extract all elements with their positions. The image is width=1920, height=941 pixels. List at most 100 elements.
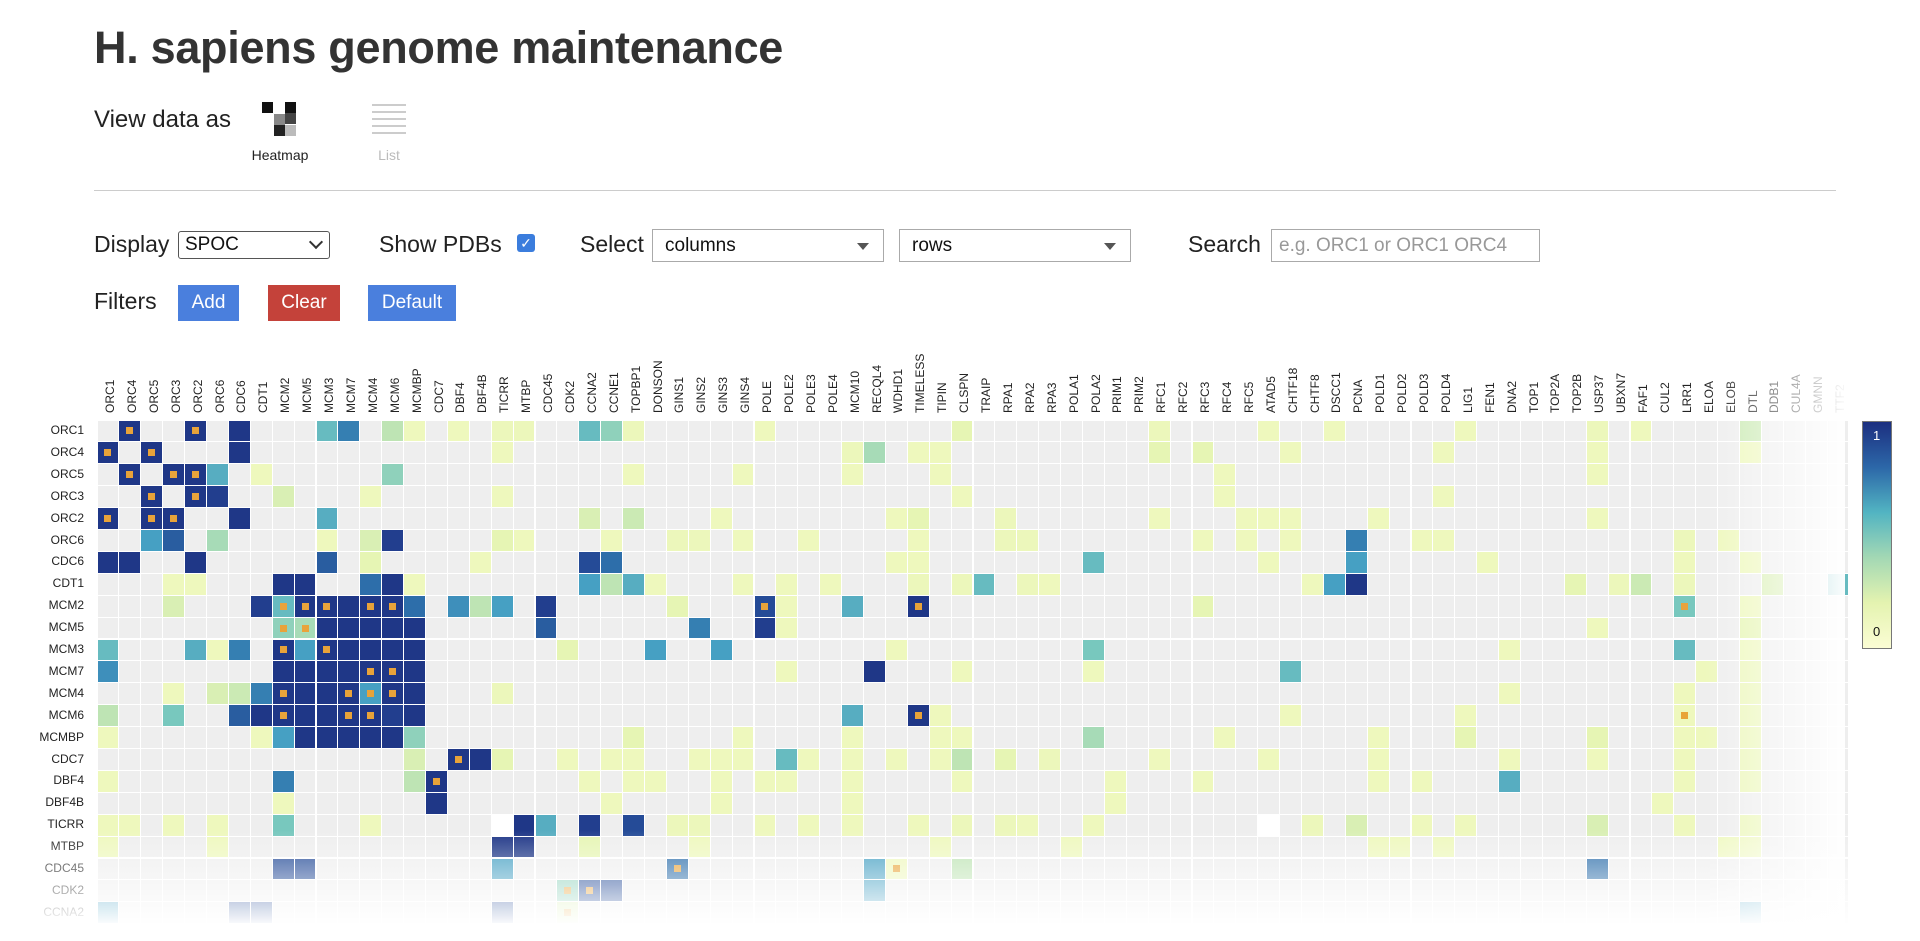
heatmap-cell[interactable] — [885, 617, 907, 639]
heatmap-cell[interactable] — [185, 880, 206, 902]
heatmap-cell[interactable] — [1017, 617, 1039, 639]
heatmap-cell[interactable] — [1148, 836, 1170, 858]
heatmap-cell[interactable] — [1236, 705, 1258, 727]
heatmap-cell[interactable] — [1630, 880, 1652, 902]
heatmap-cell[interactable] — [732, 661, 754, 683]
heatmap-cell[interactable] — [491, 902, 513, 924]
heatmap-cell[interactable] — [907, 814, 929, 836]
heatmap-cell[interactable] — [1192, 551, 1214, 573]
heatmap-cell[interactable] — [250, 551, 272, 573]
heatmap-cell[interactable] — [1214, 661, 1236, 683]
heatmap-cell[interactable] — [1280, 617, 1301, 639]
heatmap-cell[interactable] — [1039, 573, 1061, 595]
heatmap-cell[interactable] — [710, 858, 732, 880]
heatmap-cell[interactable] — [382, 770, 404, 792]
heatmap-cell[interactable] — [1674, 727, 1696, 748]
heatmap-cell[interactable] — [973, 486, 995, 508]
heatmap-cell[interactable] — [1805, 858, 1827, 880]
heatmap-cell[interactable] — [426, 836, 447, 858]
heatmap-cell[interactable] — [1455, 508, 1477, 529]
heatmap-cell[interactable] — [1586, 442, 1608, 464]
heatmap-cell[interactable] — [1827, 595, 1849, 617]
heatmap-cell[interactable] — [1258, 442, 1280, 464]
heatmap-cell[interactable] — [163, 858, 185, 880]
heatmap-cell[interactable] — [776, 880, 798, 902]
heatmap-cell[interactable] — [579, 770, 601, 792]
heatmap-cell[interactable] — [1104, 486, 1126, 508]
heatmap-cell[interactable] — [1499, 880, 1520, 902]
heatmap-cell[interactable] — [929, 749, 951, 770]
heatmap-cell[interactable] — [864, 486, 885, 508]
heatmap-cell[interactable] — [710, 530, 732, 551]
heatmap-cell[interactable] — [688, 683, 710, 705]
heatmap-cell[interactable] — [1586, 902, 1608, 924]
heatmap-cell[interactable] — [1652, 880, 1674, 902]
heatmap-cell[interactable] — [1389, 749, 1411, 770]
heatmap-cell[interactable] — [141, 551, 163, 573]
heatmap-cell[interactable] — [557, 880, 579, 902]
heatmap-cell[interactable] — [1761, 705, 1783, 727]
heatmap-cell[interactable] — [907, 508, 929, 529]
heatmap-cell[interactable] — [1280, 770, 1301, 792]
heatmap-cell[interactable] — [491, 705, 513, 727]
heatmap-cell[interactable] — [1302, 595, 1323, 617]
heatmap-cell[interactable] — [119, 705, 141, 727]
heatmap-cell[interactable] — [1148, 464, 1170, 486]
heatmap-cell[interactable] — [645, 661, 666, 683]
heatmap-cell[interactable] — [1017, 442, 1039, 464]
heatmap-cell[interactable] — [250, 858, 272, 880]
heatmap-cell[interactable] — [491, 727, 513, 748]
heatmap-cell[interactable] — [426, 749, 447, 770]
heatmap-cell[interactable] — [338, 836, 360, 858]
heatmap-cell[interactable] — [426, 902, 447, 924]
heatmap-cell[interactable] — [360, 902, 382, 924]
heatmap-cell[interactable] — [666, 420, 688, 442]
heatmap-cell[interactable] — [1674, 420, 1696, 442]
heatmap-cell[interactable] — [1039, 464, 1061, 486]
heatmap-cell[interactable] — [535, 880, 557, 902]
heatmap-cell[interactable] — [601, 486, 623, 508]
heatmap-cell[interactable] — [535, 661, 557, 683]
heatmap-cell[interactable] — [688, 770, 710, 792]
heatmap-cell[interactable] — [382, 705, 404, 727]
heatmap-cell[interactable] — [1696, 705, 1718, 727]
heatmap-cell[interactable] — [316, 727, 338, 748]
heatmap-cell[interactable] — [645, 705, 666, 727]
heatmap-cell[interactable] — [338, 530, 360, 551]
heatmap-cell[interactable] — [316, 683, 338, 705]
heatmap-cell[interactable] — [119, 814, 141, 836]
heatmap-cell[interactable] — [864, 661, 885, 683]
heatmap-cell[interactable] — [1521, 661, 1542, 683]
heatmap-cell[interactable] — [666, 902, 688, 924]
heatmap-cell[interactable] — [864, 836, 885, 858]
heatmap-cell[interactable] — [623, 442, 644, 464]
heatmap-cell[interactable] — [754, 508, 776, 529]
heatmap-cell[interactable] — [1411, 770, 1433, 792]
heatmap-cell[interactable] — [185, 617, 206, 639]
heatmap-cell[interactable] — [1039, 836, 1061, 858]
heatmap-cell[interactable] — [1192, 683, 1214, 705]
heatmap-cell[interactable] — [360, 770, 382, 792]
heatmap-cell[interactable] — [1192, 814, 1214, 836]
heatmap-cell[interactable] — [1236, 902, 1258, 924]
heatmap-cell[interactable] — [1630, 661, 1652, 683]
heatmap-cell[interactable] — [382, 836, 404, 858]
heatmap-cell[interactable] — [469, 705, 491, 727]
heatmap-cell[interactable] — [1083, 595, 1104, 617]
heatmap-cell[interactable] — [579, 420, 601, 442]
heatmap-cell[interactable] — [1345, 595, 1367, 617]
heatmap-cell[interactable] — [1740, 464, 1761, 486]
heatmap-cell[interactable] — [1280, 902, 1301, 924]
heatmap-cell[interactable] — [141, 705, 163, 727]
heatmap-cell[interactable] — [929, 661, 951, 683]
heatmap-cell[interactable] — [469, 595, 491, 617]
heatmap-cell[interactable] — [1192, 508, 1214, 529]
heatmap-cell[interactable] — [250, 420, 272, 442]
heatmap-cell[interactable] — [426, 683, 447, 705]
heatmap-cell[interactable] — [1280, 749, 1301, 770]
heatmap-cell[interactable] — [1740, 595, 1761, 617]
heatmap-cell[interactable] — [228, 858, 250, 880]
heatmap-cell[interactable] — [623, 530, 644, 551]
heatmap-cell[interactable] — [995, 836, 1017, 858]
heatmap-cell[interactable] — [294, 530, 316, 551]
